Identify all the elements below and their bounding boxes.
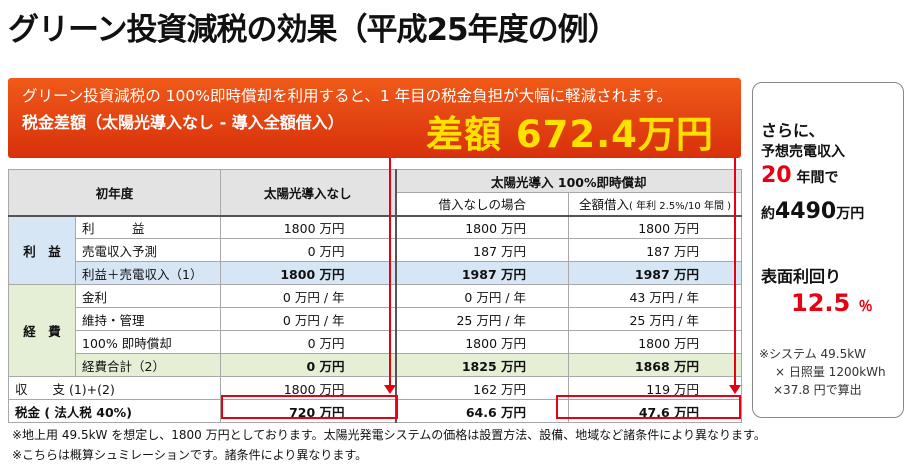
sidebar-yield-value: 12.5 [791, 289, 851, 317]
header-with-solar: 太陽光導入 100%即時償却 [394, 169, 743, 193]
header-no-loan: 借入なしの場合 [394, 192, 570, 216]
sidebar-yield-label: 表面利回り [761, 267, 842, 286]
table-row: 利 益 利 益 1800 万円 1800 万円 1800 万円 [8, 214, 743, 285]
cell-value: 1825 万円 [394, 353, 570, 377]
row-label: 利 益 [74, 214, 222, 239]
cell-value: 25 万円 / 年 [568, 307, 743, 331]
header-full-loan: 全額借入( 年利 2.5%/10 年間 ) [568, 192, 743, 216]
table-header-row: 初年度 太陽光導入なし 太陽光導入 100%即時償却 [7, 169, 743, 216]
table-row: 利益＋売電収入（1） 1800 万円 1987 万円 1987 万円 [9, 261, 743, 285]
summary-banner: グリーン投資減税の 100%即時償却を利用すると、1 年目の税金負担が大幅に軽減… [8, 78, 741, 158]
sidebar-amount: 約4490万円 [761, 199, 864, 224]
row-label: 税金 ( 法人税 40%) [7, 399, 222, 423]
sidebar-approx: 約 [761, 206, 775, 222]
row-label: 金利 [74, 284, 222, 308]
footnote-2: ※こちらは概算シュミレーションです。諸条件により異なります。 [12, 448, 368, 462]
expense-group-label: 経 費 [8, 284, 76, 377]
arrow-down-icon [384, 385, 396, 394]
cell-value: 0 万円 [220, 330, 397, 354]
cell-value: 1987 万円 [394, 261, 570, 285]
cell-value: 187 万円 [394, 238, 570, 262]
header-no-solar: 太陽光導入なし [220, 169, 397, 216]
sidebar-intro: さらに、 [761, 121, 825, 140]
revenue-side-panel: さらに、 予想売電収入 20 年間で 約4490万円 表面利回り 12.5 ％ … [752, 82, 904, 418]
cell-value: 1868 万円 [568, 353, 743, 377]
cell-value: 1800 万円 [394, 214, 570, 239]
table-row: 経費合計（2） 0 万円 1825 万円 1868 万円 [9, 353, 743, 377]
sidebar-yield-unit: ％ [858, 299, 873, 315]
cell-value: 162 万円 [394, 376, 570, 400]
sidebar-yield: 12.5 ％ [791, 289, 873, 317]
cell-value: 0 万円 / 年 [220, 307, 397, 331]
profit-group-label: 利 益 [8, 214, 76, 285]
sidebar-amount-value: 4490 [775, 199, 837, 224]
header-full-loan-note: ( 年利 2.5%/10 年間 ) [629, 201, 732, 213]
cell-value: 1987 万円 [568, 261, 743, 285]
cell-value: 0 万円 / 年 [394, 284, 570, 308]
cell-value: 1800 万円 [220, 261, 397, 285]
sidebar-note-3: ×37.8 円で算出 [773, 383, 862, 397]
row-label: 維持・管理 [74, 307, 222, 331]
connector-line-left [389, 158, 391, 386]
arrow-down-icon [729, 385, 741, 394]
tax-full-loan-highlight [556, 395, 741, 419]
sidebar-note-1: ※システム 49.5kW [759, 347, 867, 361]
cell-value: 47.6 万円 [568, 399, 743, 423]
table-row: 売電収入予測 0 万円 187 万円 187 万円 [9, 238, 743, 262]
header-full-loan-label: 全額借入 [579, 197, 630, 213]
cell-value: 1800 万円 [568, 214, 743, 239]
sidebar-amount-unit: 万円 [836, 206, 865, 222]
banner-label: 税金差額（太陽光導入なし - 導入全額借入） [22, 113, 344, 132]
sidebar-years: 20 年間で [761, 163, 839, 188]
cell-value: 0 万円 [220, 353, 397, 377]
sidebar-years-text: 年間で [791, 170, 839, 186]
cell-value: 25 万円 / 年 [394, 307, 570, 331]
row-label: 売電収入予測 [74, 238, 222, 262]
difference-amount: 差額 672.4万円 [426, 113, 714, 156]
cell-value: 0 万円 / 年 [220, 284, 397, 308]
tax-no-solar-highlight [221, 395, 398, 419]
table-row-tax: 税金 ( 法人税 40%) 720 万円 64.6 万円 47.6 万円 [7, 399, 743, 423]
sidebar-revenue-label: 予想売電収入 [761, 144, 845, 160]
cell-value: 187 万円 [568, 238, 743, 262]
connector-line-right [734, 158, 736, 386]
page-title: グリーン投資減税の効果（平成25年度の例） [8, 12, 619, 48]
banner-description: グリーン投資減税の 100%即時償却を利用すると、1 年目の税金負担が大幅に軽減… [22, 87, 673, 105]
cell-value: 0 万円 [220, 238, 397, 262]
cell-value: 1800 万円 [220, 214, 397, 239]
row-label: 利益＋売電収入（1） [74, 261, 222, 285]
row-label: 収 支 (1)+(2) [7, 376, 222, 400]
cell-value: 1800 万円 [568, 330, 743, 354]
comparison-table: 初年度 太陽光導入なし 太陽光導入 100%即時償却 借入なしの場合 全額借入(… [7, 169, 743, 423]
sidebar-note-2: × 日照量 1200kWh [775, 365, 886, 379]
table-row: 維持・管理 0 万円 / 年 25 万円 / 年 25 万円 / 年 [9, 307, 743, 331]
footnote-1: ※地上用 49.5kW を想定し、1800 万円としております。太陽光発電システ… [12, 428, 766, 442]
sidebar-years-number: 20 [761, 163, 792, 188]
row-label: 経費合計（2） [74, 353, 222, 377]
header-year: 初年度 [7, 169, 222, 216]
table-row: 経 費 金利 0 万円 / 年 0 万円 / 年 43 万円 / 年 [8, 284, 743, 377]
cell-value: 43 万円 / 年 [568, 284, 743, 308]
row-label: 100% 即時償却 [74, 330, 222, 354]
cell-value: 1800 万円 [394, 330, 570, 354]
cell-value: 64.6 万円 [394, 399, 570, 423]
table-row: 100% 即時償却 0 万円 1800 万円 1800 万円 [9, 330, 743, 354]
